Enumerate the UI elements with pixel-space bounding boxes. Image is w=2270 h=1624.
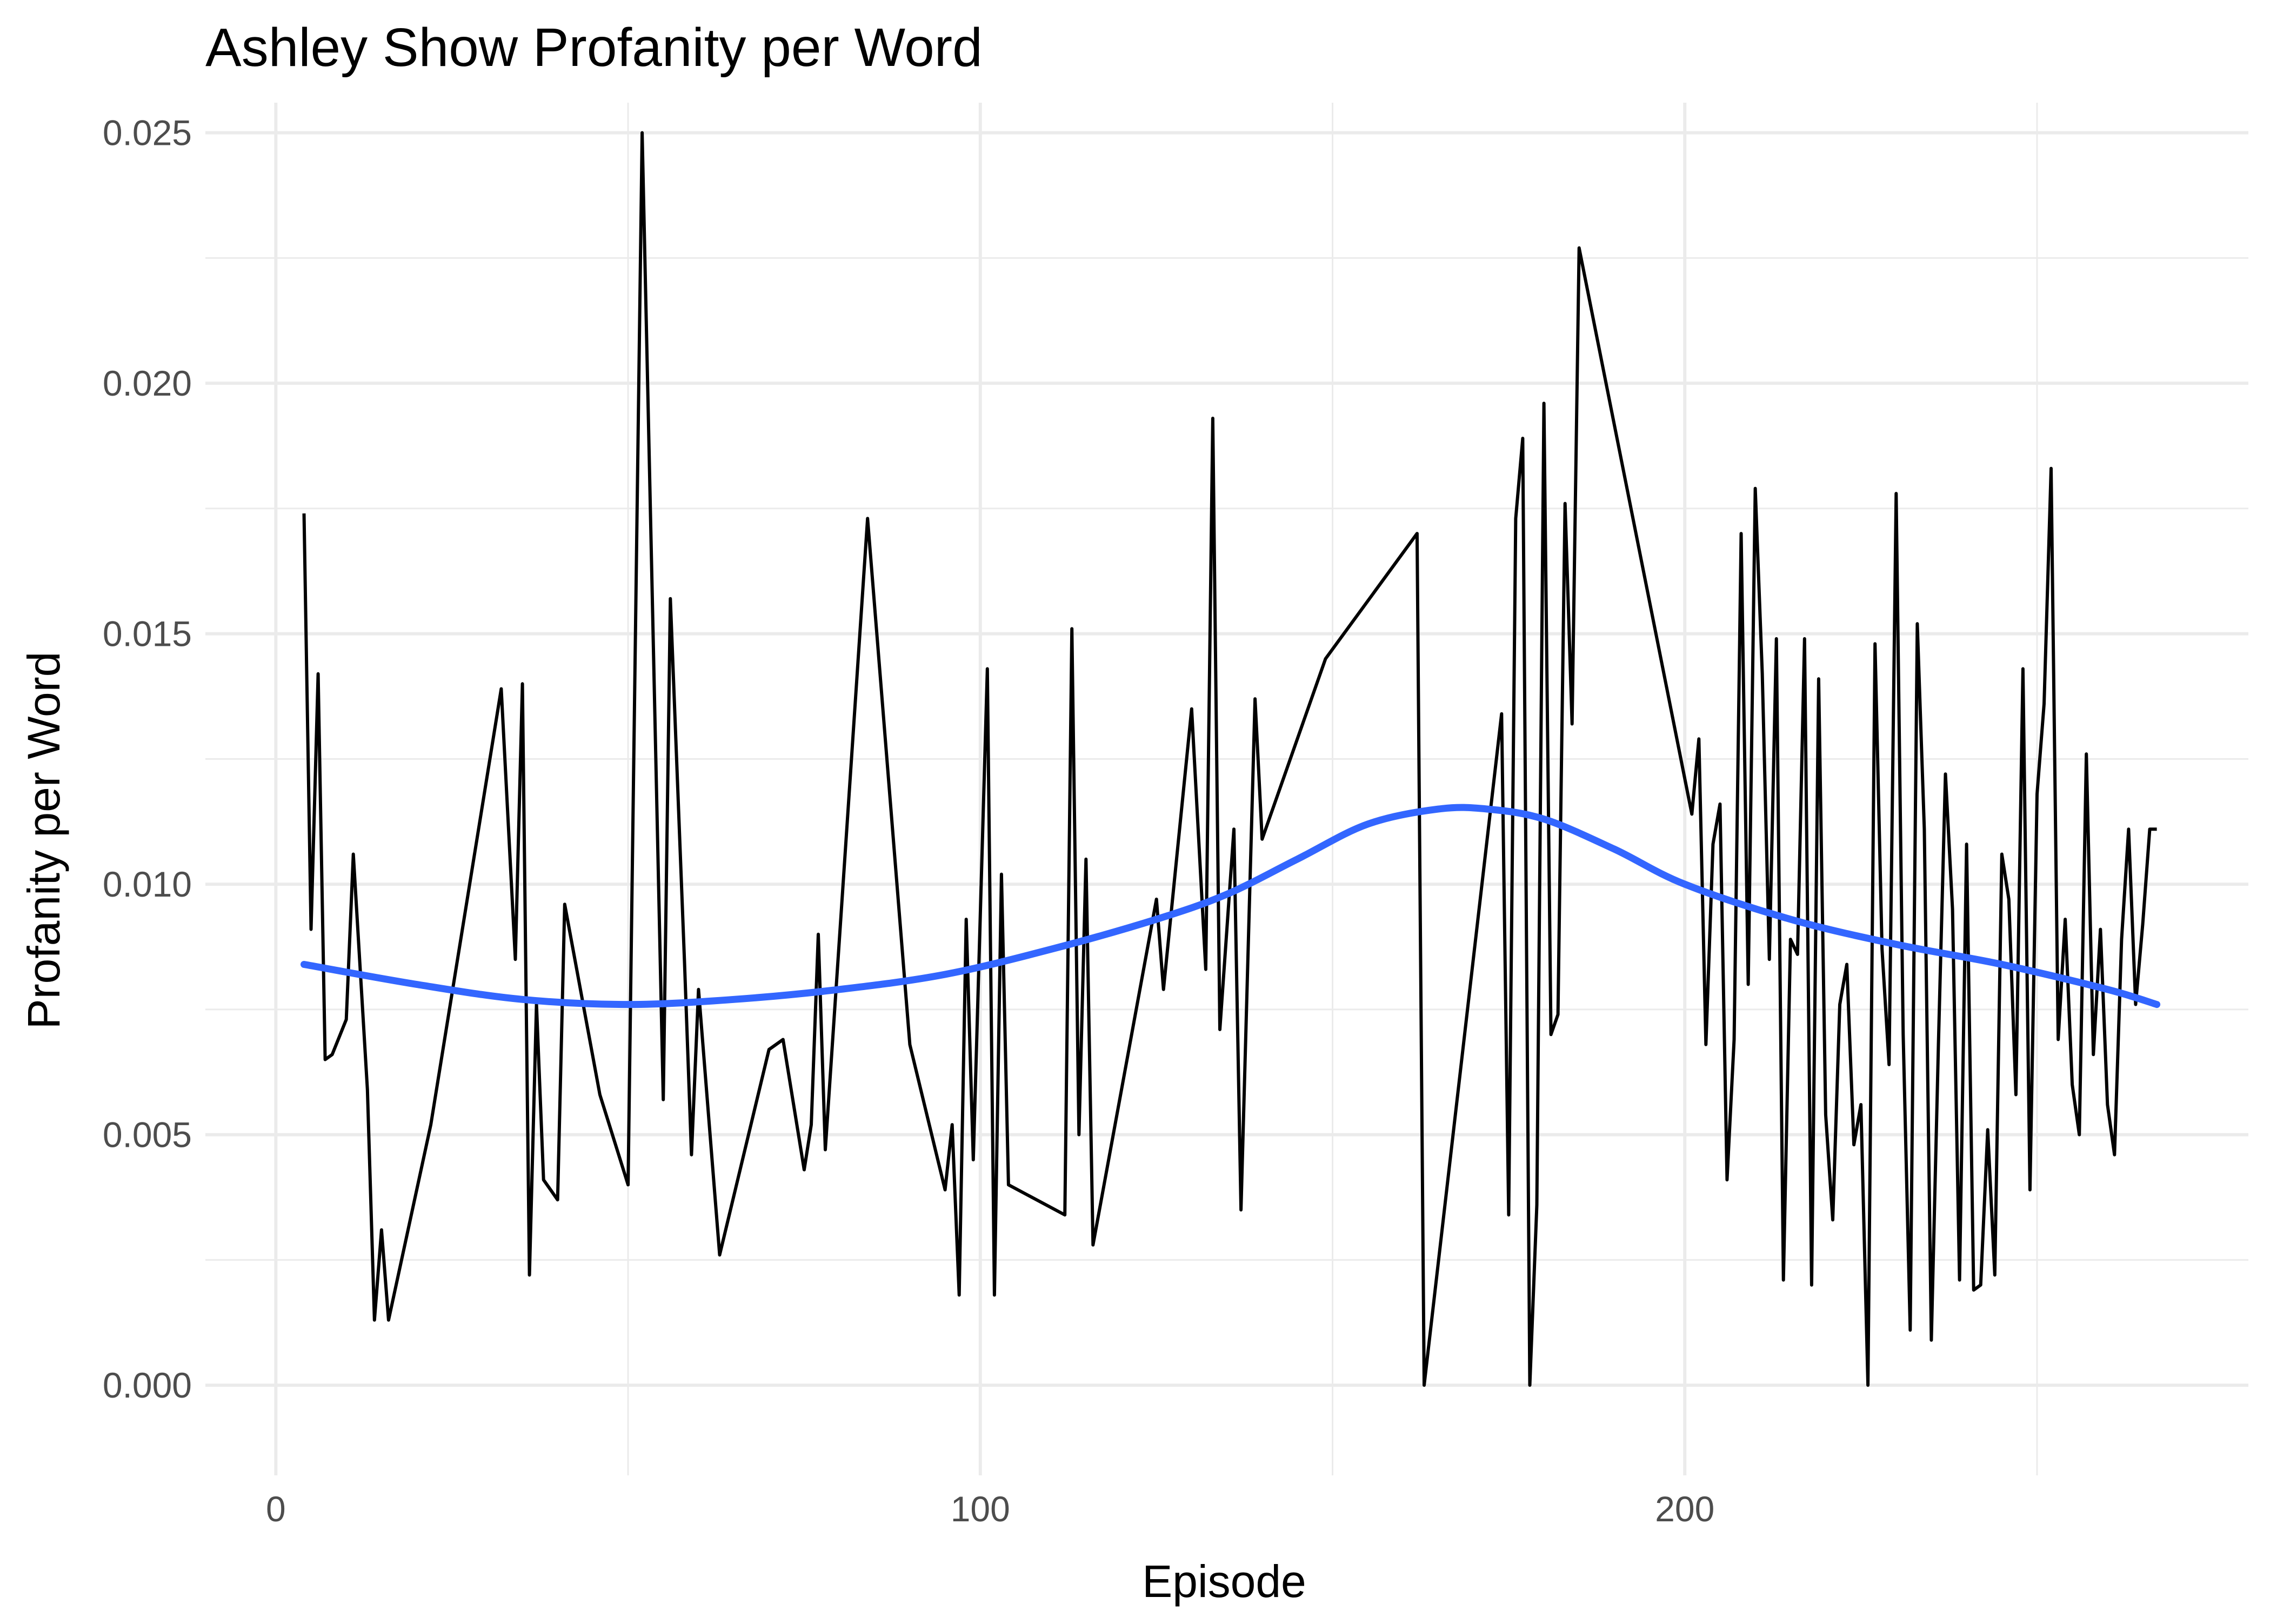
smooth-trend-line xyxy=(301,804,2161,1008)
x-tick-label: 0 xyxy=(266,1489,286,1529)
x-tick-label: 200 xyxy=(1655,1489,1714,1529)
axis-layer: 0.000 0.005 0.010 0.015 0.020 0.025 0 100 200 xyxy=(103,113,1714,1529)
grid-layer xyxy=(205,103,2248,1475)
series-layer xyxy=(301,131,2161,1387)
x-tick-label: 100 xyxy=(951,1489,1010,1529)
y-tick-label: 0.020 xyxy=(103,363,192,403)
y-tick-label: 0.010 xyxy=(103,864,192,904)
x-axis-title: Episode xyxy=(1142,1556,1306,1607)
y-tick-label: 0.015 xyxy=(103,614,192,654)
chart-title: Ashley Show Profanity per Word xyxy=(205,17,983,78)
y-axis-title: Profanity per Word xyxy=(18,652,69,1030)
y-tick-label: 0.005 xyxy=(103,1115,192,1155)
y-tick-label: 0.000 xyxy=(103,1365,192,1405)
series-line xyxy=(302,131,2157,1387)
y-tick-label: 0.025 xyxy=(103,113,192,153)
